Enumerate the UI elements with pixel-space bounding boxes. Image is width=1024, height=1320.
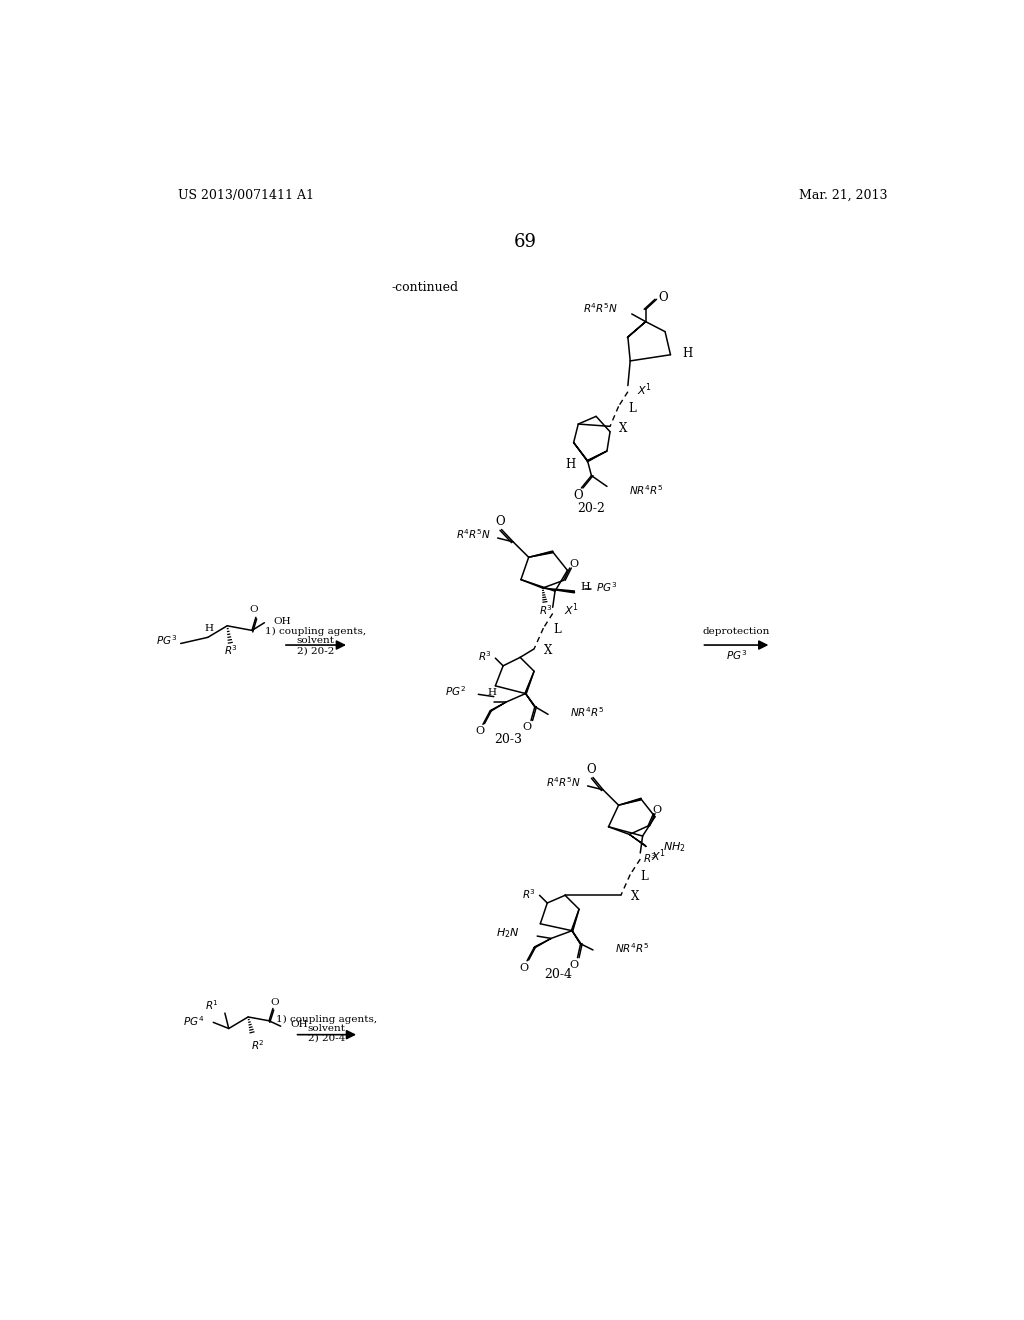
Text: $R^3$: $R^3$ — [224, 644, 239, 657]
Text: O: O — [587, 763, 596, 776]
Polygon shape — [528, 550, 553, 557]
Text: $R^3$: $R^3$ — [522, 887, 537, 900]
Text: H: H — [487, 688, 496, 697]
Text: $R^2$: $R^2$ — [251, 1038, 264, 1052]
Text: $PG^3$: $PG^3$ — [596, 581, 617, 594]
Text: O: O — [658, 292, 668, 305]
Text: $NH_2$: $NH_2$ — [663, 841, 686, 854]
Polygon shape — [573, 442, 589, 462]
Text: $X^1$: $X^1$ — [651, 847, 667, 863]
Text: $NR^4R^5$: $NR^4R^5$ — [569, 705, 604, 719]
Text: 20-3: 20-3 — [494, 733, 522, 746]
Text: $PG^3$: $PG^3$ — [156, 634, 177, 647]
Text: L: L — [628, 403, 636, 416]
Text: deprotection: deprotection — [702, 627, 770, 636]
Polygon shape — [571, 909, 579, 931]
Polygon shape — [587, 451, 607, 462]
Text: X: X — [620, 422, 628, 436]
Text: $X^1$: $X^1$ — [563, 602, 579, 618]
Text: Mar. 21, 2013: Mar. 21, 2013 — [799, 189, 888, 202]
Polygon shape — [534, 939, 551, 949]
Text: O: O — [519, 962, 528, 973]
Text: $R^4R^5N$: $R^4R^5N$ — [546, 775, 582, 789]
Text: solvent: solvent — [297, 636, 335, 645]
Polygon shape — [618, 799, 641, 805]
Text: 20-2: 20-2 — [577, 502, 604, 515]
Text: O: O — [475, 726, 484, 737]
Text: OH: OH — [273, 616, 291, 626]
Text: 2) 20-2: 2) 20-2 — [297, 647, 334, 656]
Text: 69: 69 — [513, 232, 537, 251]
Text: O: O — [270, 998, 279, 1007]
Text: -continued: -continued — [391, 281, 459, 294]
Text: H: H — [205, 623, 214, 632]
Text: L: L — [640, 870, 648, 883]
Text: O: O — [496, 515, 505, 528]
Text: O: O — [249, 605, 258, 614]
Text: O: O — [569, 960, 579, 970]
Text: 1) coupling agents,: 1) coupling agents, — [265, 627, 367, 636]
Text: O: O — [522, 722, 531, 733]
Polygon shape — [524, 671, 535, 694]
Polygon shape — [543, 589, 574, 593]
Text: L: L — [554, 623, 561, 636]
Text: $R^1$: $R^1$ — [205, 998, 219, 1012]
Text: $PG^2$: $PG^2$ — [445, 684, 466, 698]
Text: X: X — [544, 644, 553, 657]
Text: OH: OH — [290, 1020, 307, 1030]
Text: H: H — [581, 582, 591, 593]
Polygon shape — [630, 834, 646, 847]
Polygon shape — [627, 322, 646, 338]
Text: O: O — [652, 805, 662, 814]
Text: $R^3$: $R^3$ — [643, 851, 657, 865]
Text: $R^3$: $R^3$ — [539, 603, 553, 616]
Polygon shape — [489, 702, 506, 711]
Text: 1) coupling agents,: 1) coupling agents, — [275, 1015, 377, 1024]
Text: 20-4: 20-4 — [544, 968, 572, 981]
Text: O: O — [573, 490, 583, 502]
Text: $NR^4R^5$: $NR^4R^5$ — [614, 941, 649, 954]
Text: $PG^3$: $PG^3$ — [726, 648, 746, 661]
Text: H: H — [565, 458, 575, 471]
Text: $R^4R^5N$: $R^4R^5N$ — [456, 527, 492, 541]
Text: 2) 20-4: 2) 20-4 — [308, 1034, 345, 1043]
Text: $R^3$: $R^3$ — [478, 649, 493, 664]
Text: $NR^4R^5$: $NR^4R^5$ — [629, 483, 664, 498]
Text: H: H — [682, 347, 692, 360]
Text: X: X — [631, 890, 639, 903]
Text: $X^1$: $X^1$ — [637, 381, 652, 397]
Text: US 2013/0071411 A1: US 2013/0071411 A1 — [178, 189, 314, 202]
Polygon shape — [525, 693, 536, 708]
Text: solvent: solvent — [307, 1024, 345, 1034]
Text: O: O — [569, 560, 579, 569]
Polygon shape — [572, 931, 582, 944]
Text: $R^4R^5N$: $R^4R^5N$ — [584, 301, 618, 314]
Text: $PG^4$: $PG^4$ — [182, 1014, 204, 1028]
Text: $H_2N$: $H_2N$ — [497, 927, 520, 940]
